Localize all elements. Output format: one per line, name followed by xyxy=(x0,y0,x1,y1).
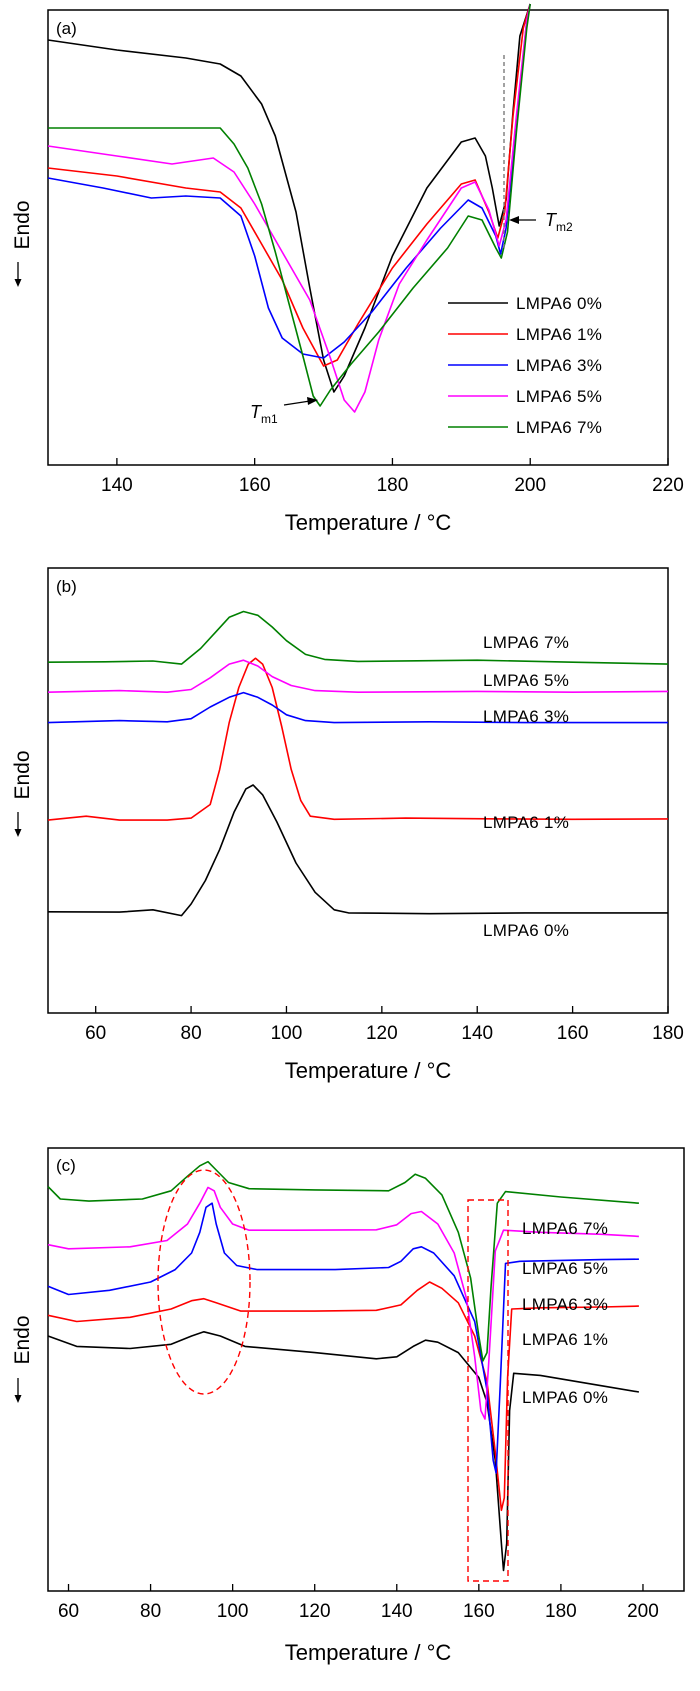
x-tick-label: 160 xyxy=(239,475,271,496)
series-line-lmpa6-0- xyxy=(47,3,531,393)
svg-text:LMPA6 5%: LMPA6 5% xyxy=(516,387,602,406)
x-tick-label: 80 xyxy=(140,1601,161,1622)
series-line-lmpa6-3- xyxy=(47,1202,639,1474)
panel-label: (c) xyxy=(56,1156,76,1175)
svg-text:LMPA6 3%: LMPA6 3% xyxy=(516,356,602,375)
series-line-lmpa6-3- xyxy=(47,691,668,724)
y-axis-title-group: Endo xyxy=(11,200,34,249)
curve-label: LMPA6 3% xyxy=(522,1295,608,1314)
x-tick-label: 60 xyxy=(85,1023,106,1044)
x-tick-label: 160 xyxy=(557,1023,589,1044)
curve-label: LMPA6 5% xyxy=(522,1259,608,1278)
curve-label: LMPA6 7% xyxy=(483,633,569,652)
x-tick-label: 60 xyxy=(58,1601,79,1622)
panel-b: (b) Temperature / °C Endo 60 80 100 120 140 1… xyxy=(11,567,684,1083)
y-axis-title-group: Endo xyxy=(11,750,34,799)
series-line-lmpa6-1- xyxy=(47,1281,639,1512)
curve-label: LMPA6 3% xyxy=(483,707,569,726)
series-line-lmpa6-1- xyxy=(47,657,669,821)
curve-label: LMPA6 7% xyxy=(522,1219,608,1238)
legend-entry: LMPA6 1% xyxy=(448,325,602,344)
svg-text:LMPA6 7%: LMPA6 7% xyxy=(516,418,602,437)
x-tick-label: 220 xyxy=(652,475,684,496)
series-line-lmpa6-0- xyxy=(47,784,668,917)
curve-labels: LMPA6 7% LMPA6 5% LMPA6 3% LMPA6 1% LMPA… xyxy=(483,633,569,940)
plot-frame xyxy=(47,1147,685,1592)
tm1-annotation: Tm1 xyxy=(250,397,318,426)
legend: LMPA6 0% LMPA6 1% LMPA6 3% LMPA6 5% LMPA… xyxy=(448,294,602,437)
x-tick-label: 200 xyxy=(627,1601,659,1622)
x-tick-label: 100 xyxy=(217,1601,249,1622)
curve-labels: LMPA6 7% LMPA6 5% LMPA6 3% LMPA6 1% LMPA… xyxy=(522,1219,608,1407)
x-tick-label: 120 xyxy=(299,1601,331,1622)
plot-frame xyxy=(47,9,669,466)
series-line-lmpa6-5- xyxy=(47,659,669,693)
legend-entry: LMPA6 7% xyxy=(448,418,602,437)
curve-label: LMPA6 0% xyxy=(522,1388,608,1407)
series-line-lmpa6-5- xyxy=(47,3,531,413)
highlight-rectangle xyxy=(467,1199,509,1582)
svg-text:LMPA6 0%: LMPA6 0% xyxy=(516,294,602,313)
curve-label: LMPA6 1% xyxy=(522,1330,608,1349)
panel-label: (a) xyxy=(56,19,77,38)
svg-text:LMPA6 1%: LMPA6 1% xyxy=(516,325,602,344)
x-tick-label: 140 xyxy=(461,1023,493,1044)
curve-label: LMPA6 1% xyxy=(483,813,569,832)
x-tick-label: 100 xyxy=(271,1023,303,1044)
x-tick-label: 160 xyxy=(463,1601,495,1622)
panel-a: (a) Temperature / °C Endo 140 160 180 200 22… xyxy=(11,3,684,535)
endo-arrow xyxy=(14,262,22,287)
x-tick-label: 140 xyxy=(381,1601,413,1622)
y-axis-title: Endo xyxy=(11,1315,34,1364)
y-axis-title: Endo xyxy=(11,750,34,799)
panel-c: (c) Temperature / °C Endo 60 80 100 120 140 1… xyxy=(11,1147,685,1665)
x-axis-title: Temperature / °C xyxy=(285,1640,452,1665)
series-line-lmpa6-7- xyxy=(47,1160,639,1362)
curve-label: LMPA6 0% xyxy=(483,921,569,940)
x-axis-title: Temperature / °C xyxy=(285,510,452,535)
svg-text:Tm1: Tm1 xyxy=(250,402,278,426)
series-line-lmpa6-3- xyxy=(47,3,531,359)
y-axis-title: Endo xyxy=(11,200,34,249)
panel-label: (b) xyxy=(56,577,77,596)
curve-label: LMPA6 5% xyxy=(483,671,569,690)
x-tick-label: 180 xyxy=(652,1023,684,1044)
y-axis-title-group: Endo xyxy=(11,1315,34,1364)
tm2-annotation: Tm2 xyxy=(509,210,573,234)
x-tick-label: 120 xyxy=(366,1023,398,1044)
x-tick-label: 200 xyxy=(514,475,546,496)
svg-text:Tm2: Tm2 xyxy=(545,210,573,234)
tm1-subscript: m1 xyxy=(261,412,278,426)
endo-arrow xyxy=(14,812,22,837)
series-line-lmpa6-1- xyxy=(47,3,531,367)
x-tick-label: 80 xyxy=(181,1023,202,1044)
series-line-lmpa6-5- xyxy=(47,1186,639,1420)
x-tick-label: 180 xyxy=(377,475,409,496)
legend-entry: LMPA6 0% xyxy=(448,294,602,313)
x-tick-label: 180 xyxy=(545,1601,577,1622)
tm2-subscript: m2 xyxy=(556,220,573,234)
highlight-ellipse xyxy=(157,1169,251,1395)
endo-arrow xyxy=(14,1378,22,1403)
series-line-lmpa6-7- xyxy=(48,3,531,407)
legend-entry: LMPA6 3% xyxy=(448,356,602,375)
plot-frame xyxy=(47,567,669,1014)
series-line-lmpa6-0- xyxy=(47,1331,640,1572)
x-tick-label: 140 xyxy=(101,475,133,496)
x-axis-title: Temperature / °C xyxy=(285,1058,452,1083)
series-line-lmpa6-7- xyxy=(47,610,669,665)
legend-entry: LMPA6 5% xyxy=(448,387,602,406)
